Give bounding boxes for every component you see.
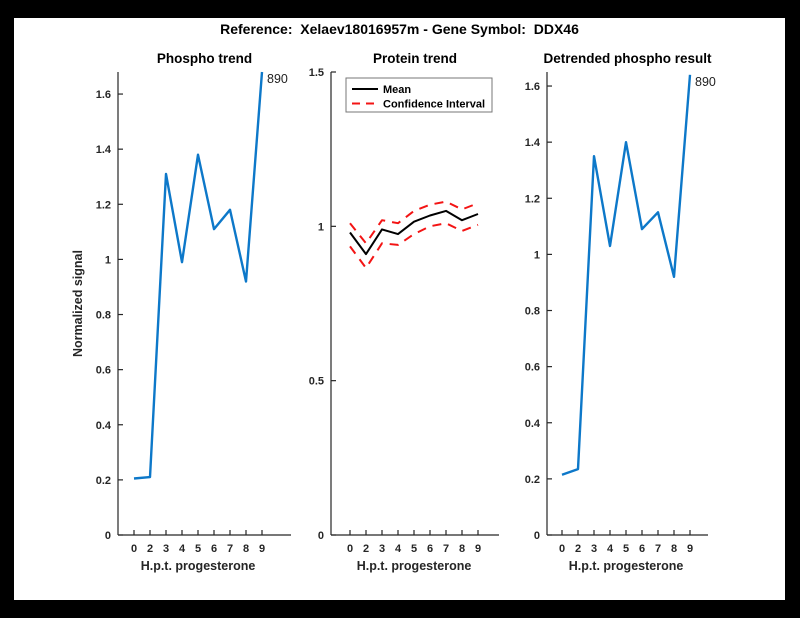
x-tick-label: 2 <box>575 543 581 555</box>
subplot-detrended-phospho: 0 2 3 4 5 6 7 8 900.20.40.60.811.21.41.6Detrende… <box>525 51 716 573</box>
series-line-confidence-interval-upper <box>349 200 479 245</box>
x-tick-label: 3 <box>379 543 385 555</box>
legend: Mean Confidence Interval <box>345 77 493 113</box>
subplot-phospho-trend: 0 2 3 4 5 6 7 8 900.20.40.60.811.21.41.6Phospho … <box>71 51 291 573</box>
x-tick-label: 7 <box>443 543 449 555</box>
y-tick-label: 1 <box>318 221 324 233</box>
series-line-confidence-interval-lower <box>349 222 479 269</box>
peak-annotation: 890 <box>695 75 716 89</box>
x-tick-label: 5 <box>195 543 201 555</box>
x-tick-label: 5 <box>411 543 417 555</box>
y-tick-label: 0 <box>318 530 324 542</box>
y-tick-label: 1.4 <box>96 144 112 156</box>
y-tick-label: 1.5 <box>309 67 324 79</box>
x-tick-label: 6 <box>427 543 433 555</box>
y-tick-label: 0 <box>105 530 111 542</box>
y-tick-label: 1.2 <box>96 199 111 211</box>
y-tick-label: 1 <box>534 249 540 261</box>
series-line-mean <box>349 209 479 256</box>
x-tick-label: 2 <box>363 543 369 555</box>
y-tick-label: 0.8 <box>525 306 540 318</box>
x-axis-label: H.p.t. progesterone <box>569 559 684 573</box>
y-tick-label: 0.2 <box>96 475 111 487</box>
y-tick-label: 1.4 <box>525 137 541 149</box>
y-tick-label: 1.6 <box>96 89 111 101</box>
y-tick-label: 0.4 <box>96 420 112 432</box>
x-tick-label: 9 <box>259 543 265 555</box>
x-tick-label: 4 <box>395 543 402 555</box>
x-tick-label: 8 <box>243 543 249 555</box>
x-tick-label: 8 <box>459 543 465 555</box>
y-tick-label: 0.4 <box>525 418 541 430</box>
x-tick-label: 7 <box>227 543 233 555</box>
x-tick-label: 9 <box>687 543 693 555</box>
legend-label: Confidence Interval <box>383 99 485 111</box>
x-tick-label: 0 <box>347 543 353 555</box>
x-tick-label: 0 <box>131 543 137 555</box>
x-axis-label: H.p.t. progesterone <box>141 559 256 573</box>
y-tick-label: 0.6 <box>525 362 540 374</box>
y-tick-label: 0.6 <box>96 365 111 377</box>
x-tick-label: 3 <box>163 543 169 555</box>
subplot-title: Protein trend <box>373 51 457 66</box>
y-tick-label: 1.6 <box>525 81 540 93</box>
x-tick-label: 8 <box>671 543 677 555</box>
x-tick-label: 6 <box>639 543 645 555</box>
y-tick-label: 1.2 <box>525 193 540 205</box>
y-tick-label: 0.8 <box>96 310 111 322</box>
x-tick-label: 5 <box>623 543 629 555</box>
series-line-detrended-phospho-signal <box>561 74 692 476</box>
x-tick-label: 4 <box>179 543 186 555</box>
x-tick-label: 2 <box>147 543 153 555</box>
x-tick-label: 6 <box>211 543 217 555</box>
series-line-phospho-signal <box>133 71 264 480</box>
subplot-title: Phospho trend <box>157 51 252 66</box>
legend-box <box>345 77 493 113</box>
figure-title: Reference: Xelaev18016957m - Gene Symbol… <box>220 21 579 37</box>
legend-label: Mean <box>383 84 411 96</box>
y-tick-label: 1 <box>105 254 111 266</box>
x-axis-label: H.p.t. progesterone <box>357 559 472 573</box>
x-tick-label: 0 <box>559 543 565 555</box>
y-axis-label: Normalized signal <box>71 250 85 357</box>
y-tick-label: 0.5 <box>309 376 324 388</box>
y-tick-label: 0.2 <box>525 474 540 486</box>
x-tick-label: 4 <box>607 543 614 555</box>
x-tick-label: 9 <box>475 543 481 555</box>
subplot-title: Detrended phospho result <box>543 51 712 66</box>
figure-canvas <box>14 18 785 600</box>
x-tick-label: 3 <box>591 543 597 555</box>
y-tick-label: 0 <box>534 530 540 542</box>
peak-annotation: 890 <box>267 72 288 86</box>
x-tick-label: 7 <box>655 543 661 555</box>
